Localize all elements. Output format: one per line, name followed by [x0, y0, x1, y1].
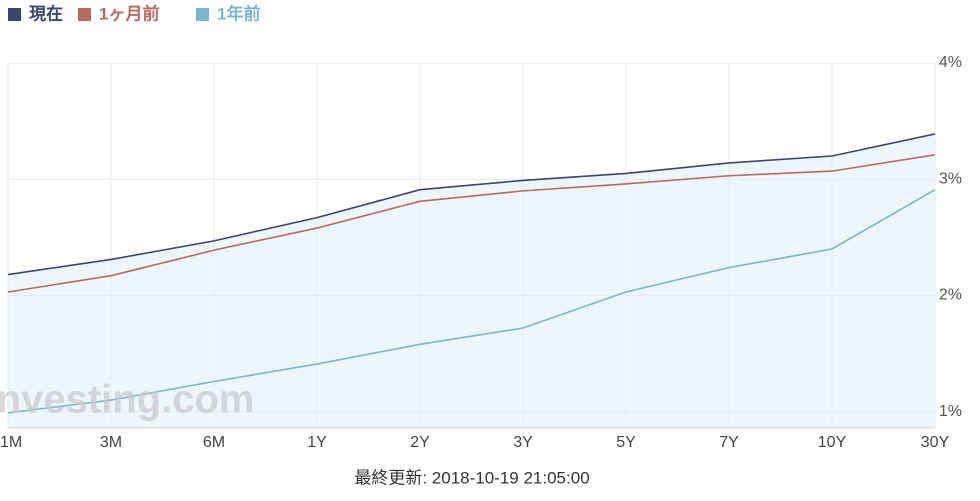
x-tick-label: 2Y	[410, 434, 430, 451]
legend-swatch	[8, 8, 21, 21]
line	[7, 133, 936, 276]
footer: 最終更新: 2018-10-19 21:05:00	[354, 468, 589, 487]
y-tick-label: 2%	[939, 287, 962, 304]
x-tick-label: 30Y	[921, 434, 950, 451]
legend-swatch	[196, 8, 209, 21]
x-tick-label: 3M	[100, 434, 122, 451]
area	[8, 133, 935, 428]
y-tick-label: 3%	[939, 170, 962, 187]
y-tick-label: 4%	[939, 54, 962, 71]
line	[7, 189, 936, 414]
x-tick-label: 1M	[0, 434, 22, 451]
x-tick-label: 5Y	[616, 434, 636, 451]
x-tick-label: 10Y	[818, 434, 847, 451]
x-tick-label: 1Y	[307, 434, 327, 451]
x-tick-label: 3Y	[513, 434, 533, 451]
watermark: Investing.com	[0, 378, 254, 422]
line	[7, 154, 936, 293]
legend-label: 現在	[29, 3, 63, 23]
legend-label: 1年前	[217, 3, 260, 23]
plot: 1% 2% 3% 4% 1M 3M 6M 1Y 2Y 3Y 5Y 7Y 10Y 30Y 現在 1ヶ月前 1年前	[0, 3, 962, 451]
y-tick-label: 1%	[939, 403, 962, 420]
legend-label: 1ヶ月前	[99, 3, 159, 23]
x-tick-label: 6M	[203, 434, 225, 451]
x-tick-label: 7Y	[719, 434, 739, 451]
legend-swatch	[78, 8, 91, 21]
